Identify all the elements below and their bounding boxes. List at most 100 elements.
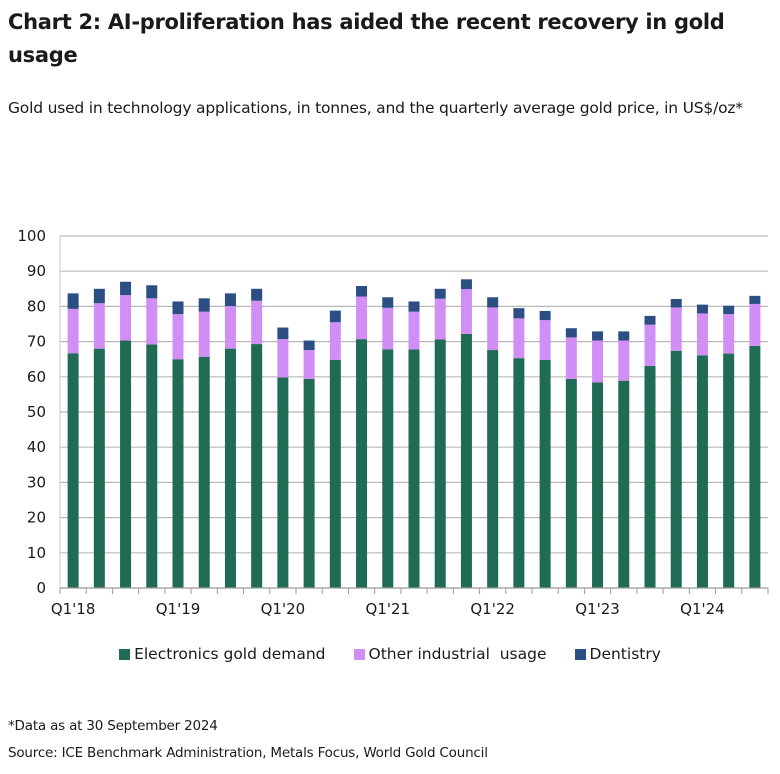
- bar-segment-other-industrial: [696, 313, 708, 356]
- bar-segment-electronics: [224, 348, 236, 588]
- bar-segment-electronics: [565, 378, 577, 588]
- bar-segment-dentistry: [93, 288, 105, 304]
- bar-stack: [356, 285, 368, 588]
- bar-stack: [67, 293, 79, 588]
- legend-label-electronics: Electronics gold demand: [134, 645, 326, 663]
- bar-segment-dentistry: [513, 308, 525, 319]
- x-tick-label: Q1'24: [680, 600, 725, 618]
- bar-segment-electronics: [146, 344, 158, 588]
- y-axis-ticks: 0 10 20 30 40 50 60 70 80 90 100: [17, 227, 46, 597]
- bar-segment-other-industrial: [565, 337, 577, 379]
- bar-segment-electronics: [408, 349, 420, 588]
- bar-segment-other-industrial: [513, 318, 525, 359]
- legend-label-dentistry: Dentistry: [589, 645, 661, 663]
- bar-segment-dentistry: [434, 288, 446, 299]
- bar-segment-dentistry: [251, 288, 263, 301]
- bar-stack: [329, 310, 341, 588]
- bar-segment-electronics: [198, 356, 210, 588]
- bar-segment-dentistry: [539, 310, 551, 321]
- bar-stack: [93, 288, 105, 588]
- bar-segment-other-industrial: [356, 296, 368, 340]
- bar-segment-other-industrial: [749, 303, 761, 346]
- bar-stack: [618, 331, 630, 588]
- bar-segment-dentistry: [696, 304, 708, 314]
- bar-stack: [696, 304, 708, 588]
- bar-segment-other-industrial: [329, 322, 341, 360]
- bar-segment-other-industrial: [434, 298, 446, 340]
- footnote: *Data as at 30 September 2024: [8, 718, 218, 734]
- bar-segment-electronics: [93, 348, 105, 588]
- bar-segment-other-industrial: [277, 339, 289, 378]
- bar-segment-electronics: [329, 359, 341, 588]
- bar-segment-dentistry: [120, 281, 132, 296]
- bar-segment-other-industrial: [723, 314, 735, 354]
- bar-segment-other-industrial: [198, 311, 210, 357]
- x-tick-label: Q1'18: [51, 600, 96, 618]
- bar-stack: [644, 315, 656, 588]
- bar-segment-electronics: [592, 382, 604, 588]
- bar-segment-dentistry: [303, 340, 315, 351]
- bar-segment-dentistry: [618, 331, 630, 341]
- bar-segment-electronics: [487, 350, 499, 588]
- bar-segment-electronics: [120, 340, 132, 588]
- bar-segment-dentistry: [670, 299, 682, 308]
- source-note: Source: ICE Benchmark Administration, Me…: [8, 745, 488, 761]
- bar-segment-dentistry: [224, 293, 236, 307]
- bar-segment-dentistry: [592, 331, 604, 341]
- legend-swatch-other-industrial: [353, 648, 365, 660]
- bar-stack: [146, 285, 158, 588]
- legend-label-other-industrial: Other industrial usage: [368, 645, 547, 663]
- chart-subtitle: Gold used in technology applications, in…: [8, 99, 743, 117]
- y-tick-label: 80: [27, 297, 46, 315]
- bar-stack: [460, 279, 472, 588]
- bar-segment-other-industrial: [539, 320, 551, 360]
- bar-segment-electronics: [513, 358, 525, 588]
- bar-segment-dentistry: [198, 298, 210, 312]
- bar-stack: [592, 331, 604, 588]
- bar-segment-electronics: [172, 359, 184, 588]
- bar-segment-dentistry: [565, 328, 577, 338]
- bar-segment-other-industrial: [67, 308, 79, 354]
- bar-segment-electronics: [644, 365, 656, 588]
- x-tick-label: Q1'22: [470, 600, 515, 618]
- bar-segment-other-industrial: [120, 295, 132, 341]
- bar-segment-dentistry: [723, 305, 735, 315]
- y-tick-label: 60: [27, 368, 46, 386]
- bar-segment-dentistry: [356, 285, 368, 297]
- bar-segment-electronics: [356, 339, 368, 588]
- chart-title: Chart 2: AI-proliferation has aided the …: [8, 10, 725, 67]
- bar-segment-electronics: [670, 350, 682, 588]
- bar-stack: [487, 297, 499, 588]
- bar-segment-electronics: [382, 349, 394, 588]
- bar-segment-electronics: [723, 353, 735, 588]
- bar-segment-other-industrial: [303, 350, 315, 379]
- bar-stack: [120, 281, 132, 588]
- bar-segment-dentistry: [277, 327, 289, 340]
- bar-segment-other-industrial: [172, 314, 184, 360]
- bar-stack: [382, 297, 394, 588]
- legend-item-electronics: Electronics gold demand: [119, 645, 326, 663]
- bar-stack: [224, 293, 236, 588]
- bar-segment-electronics: [460, 333, 472, 588]
- bar-stack: [303, 340, 315, 588]
- bar-segment-other-industrial: [146, 298, 158, 345]
- bar-segment-other-industrial: [408, 311, 420, 350]
- legend-item-dentistry: Dentistry: [574, 645, 661, 663]
- bar-segment-electronics: [749, 345, 761, 588]
- y-tick-label: 100: [17, 227, 46, 245]
- bar-segment-dentistry: [644, 315, 656, 325]
- bar-segment-other-industrial: [670, 307, 682, 351]
- bar-segment-other-industrial: [460, 289, 472, 334]
- y-tick-label: 0: [36, 579, 46, 597]
- bar-segment-dentistry: [67, 293, 79, 309]
- y-tick-label: 90: [27, 262, 46, 280]
- bar-stack: [749, 295, 761, 588]
- bar-segment-dentistry: [329, 310, 341, 323]
- bar-stack: [670, 299, 682, 588]
- x-tick-label: Q1'23: [575, 600, 620, 618]
- y-tick-label: 30: [27, 473, 46, 491]
- bar-stack: [539, 310, 551, 588]
- bar-segment-electronics: [277, 377, 289, 588]
- y-tick-label: 10: [27, 544, 46, 562]
- bar-segment-dentistry: [382, 297, 394, 308]
